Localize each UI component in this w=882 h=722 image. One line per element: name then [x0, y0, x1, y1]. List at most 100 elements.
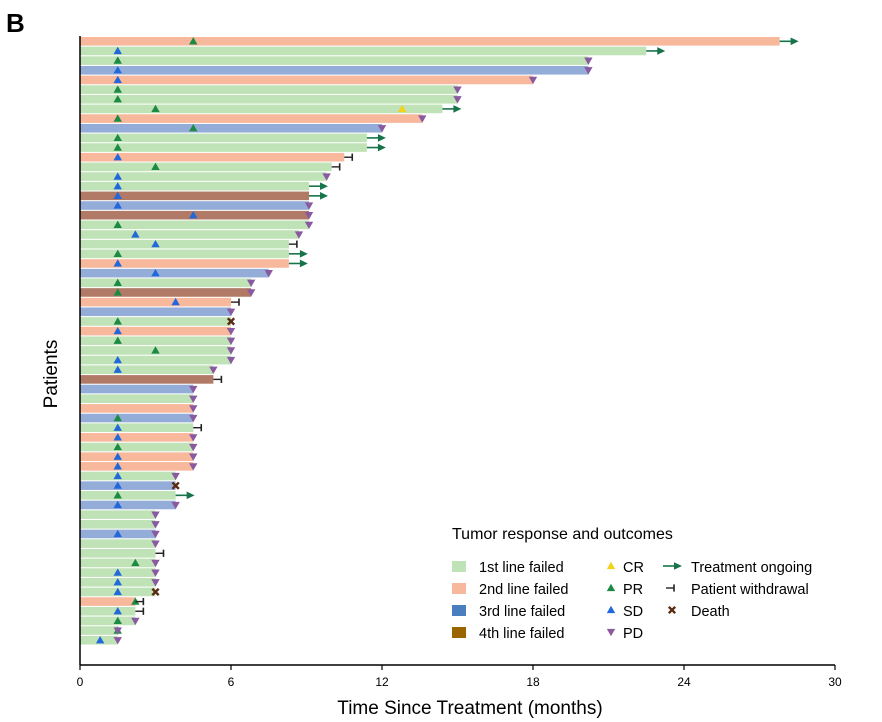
response-marker-pr — [189, 124, 198, 132]
ongoing-arrow — [309, 182, 329, 190]
response-marker-pr — [113, 616, 122, 625]
patient-bar — [80, 133, 367, 143]
patient-bar — [80, 172, 327, 181]
response-marker-pr — [151, 104, 160, 113]
pd-marker — [294, 231, 304, 239]
response-marker-sd — [189, 210, 198, 219]
pd-marker — [151, 511, 160, 519]
patient-bar — [80, 268, 269, 278]
patient-bar — [80, 75, 533, 85]
response-marker-sd — [113, 201, 122, 209]
legend-marker-death — [667, 605, 677, 615]
legend-label-cr: CR — [623, 560, 644, 576]
arrow-head — [320, 182, 329, 190]
patient-bar — [80, 181, 310, 191]
death-marker — [226, 317, 236, 326]
patient-bar — [80, 384, 194, 394]
response-marker-sd — [113, 578, 122, 586]
arrow-head — [186, 491, 195, 500]
ongoing-arrow — [442, 105, 462, 113]
pd-marker — [189, 385, 198, 394]
x-tick-label: 24 — [677, 675, 691, 689]
response-marker-pr — [131, 558, 140, 567]
response-marker-pr — [189, 37, 198, 45]
pd-marker — [453, 96, 462, 104]
withdrawal-marker — [288, 240, 298, 248]
arrow-head — [377, 143, 386, 152]
patient-bar — [80, 152, 345, 162]
patient-bar — [80, 336, 231, 346]
legend-marker-pr — [606, 583, 616, 592]
arrow-head — [790, 37, 799, 46]
pd-marker — [189, 453, 198, 461]
pd-marker — [226, 308, 236, 316]
pd-marker — [151, 579, 160, 587]
patient-bar — [80, 375, 214, 384]
pd-marker — [189, 405, 198, 413]
arrow-head — [299, 259, 308, 268]
death-marker — [171, 481, 180, 490]
patient-bar — [80, 481, 176, 490]
legend-marker-pd — [606, 628, 616, 637]
patient-bar — [80, 94, 458, 104]
pd-marker — [151, 530, 160, 539]
pd-marker — [151, 559, 160, 568]
markers-layer — [95, 37, 799, 645]
patient-bar — [80, 56, 589, 65]
pd-marker — [151, 540, 160, 548]
legend-title: Tumor response and outcomes — [452, 526, 673, 543]
patient-bar — [80, 433, 194, 442]
x-tick-label: 6 — [228, 675, 235, 689]
legend-label-pr: PR — [623, 582, 643, 598]
response-marker-pr — [113, 278, 122, 286]
response-marker-pr — [113, 85, 122, 93]
pd-marker — [131, 617, 140, 626]
response-marker-sd — [113, 355, 122, 364]
pd-marker — [528, 76, 538, 85]
withdrawal-marker — [344, 153, 354, 161]
patient-bar — [80, 239, 289, 249]
patient-bar — [80, 230, 299, 239]
response-marker-pr — [151, 162, 160, 171]
legend-label-withdrawal: Patient withdrawal — [691, 582, 809, 598]
pd-marker — [209, 366, 218, 374]
response-marker-sd — [113, 462, 122, 470]
response-marker-pr — [113, 220, 122, 228]
legend-marker-ongoing — [663, 562, 682, 570]
legend-swatch-4th — [452, 627, 466, 638]
patient-bar — [80, 462, 194, 471]
response-marker-sd — [113, 500, 122, 509]
x-tick-label: 0 — [77, 675, 84, 689]
pd-marker — [226, 327, 236, 336]
pd-marker — [171, 472, 180, 481]
response-marker-sd — [113, 433, 122, 441]
pd-marker — [453, 86, 462, 94]
x-ticks: 0 6 12 18 24 30 — [77, 665, 842, 689]
death-stroke — [667, 605, 677, 615]
patient-bar — [80, 259, 289, 268]
response-marker-sd — [95, 636, 105, 644]
response-marker-pr — [113, 95, 122, 103]
patient-bar — [80, 114, 423, 123]
legend-label-4th: 4th line failed — [479, 626, 564, 642]
patient-bar — [80, 288, 252, 297]
patient-bar — [80, 297, 231, 307]
panel-label: B — [6, 8, 25, 38]
patient-bar — [80, 423, 194, 432]
x-axis-label: Time Since Treatment (months) — [337, 698, 602, 719]
legend-swatch-3rd — [452, 605, 466, 616]
ongoing-arrow — [309, 192, 329, 200]
pd-marker — [304, 212, 314, 220]
response-marker-sd — [113, 568, 122, 576]
legend: Tumor response and outcomes 1st line fai… — [452, 526, 812, 642]
response-marker-pr — [113, 317, 122, 325]
x-tick-label: 18 — [526, 675, 540, 689]
patient-bar — [80, 616, 136, 626]
patient-bar — [80, 220, 310, 230]
response-marker-sd — [113, 66, 122, 74]
patient-bar — [80, 278, 252, 288]
pd-marker — [113, 637, 122, 645]
response-marker-sd — [113, 46, 122, 55]
arrow-head — [299, 250, 308, 258]
